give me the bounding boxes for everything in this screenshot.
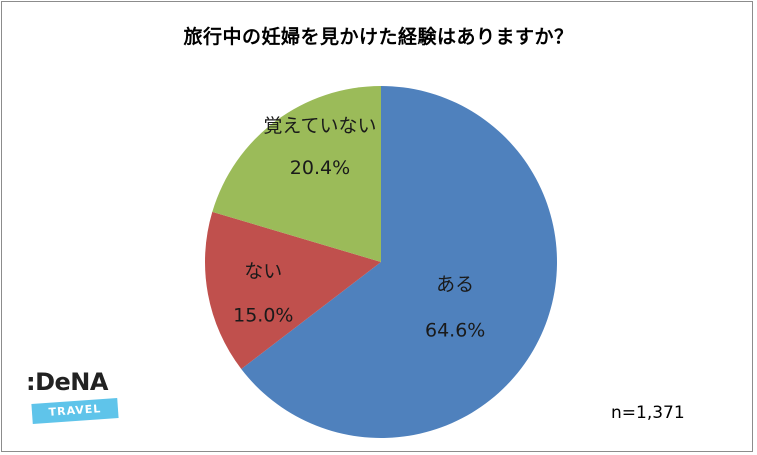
slice-category-label: ある	[436, 274, 474, 296]
slice-category-label: 覚えていない	[263, 115, 376, 137]
logo-tag: TRAVEL	[31, 398, 119, 424]
logo-wordmark: :DeNA	[26, 368, 108, 396]
chart-title: 旅行中の妊婦を見かけた経験はありますか？	[183, 26, 574, 48]
slice-category-label: ない	[244, 261, 282, 283]
sample-size-note: n=1,371	[611, 403, 685, 423]
slice-value-label: 64.6%	[425, 320, 485, 342]
pie-slice	[241, 86, 557, 438]
pie-slice	[212, 86, 381, 262]
slice-value-label: 20.4%	[290, 157, 350, 179]
pie-slice	[205, 211, 381, 369]
dena-travel-logo: :DeNA TRAVEL	[26, 368, 126, 438]
slice-value-label: 15.0%	[233, 305, 293, 327]
